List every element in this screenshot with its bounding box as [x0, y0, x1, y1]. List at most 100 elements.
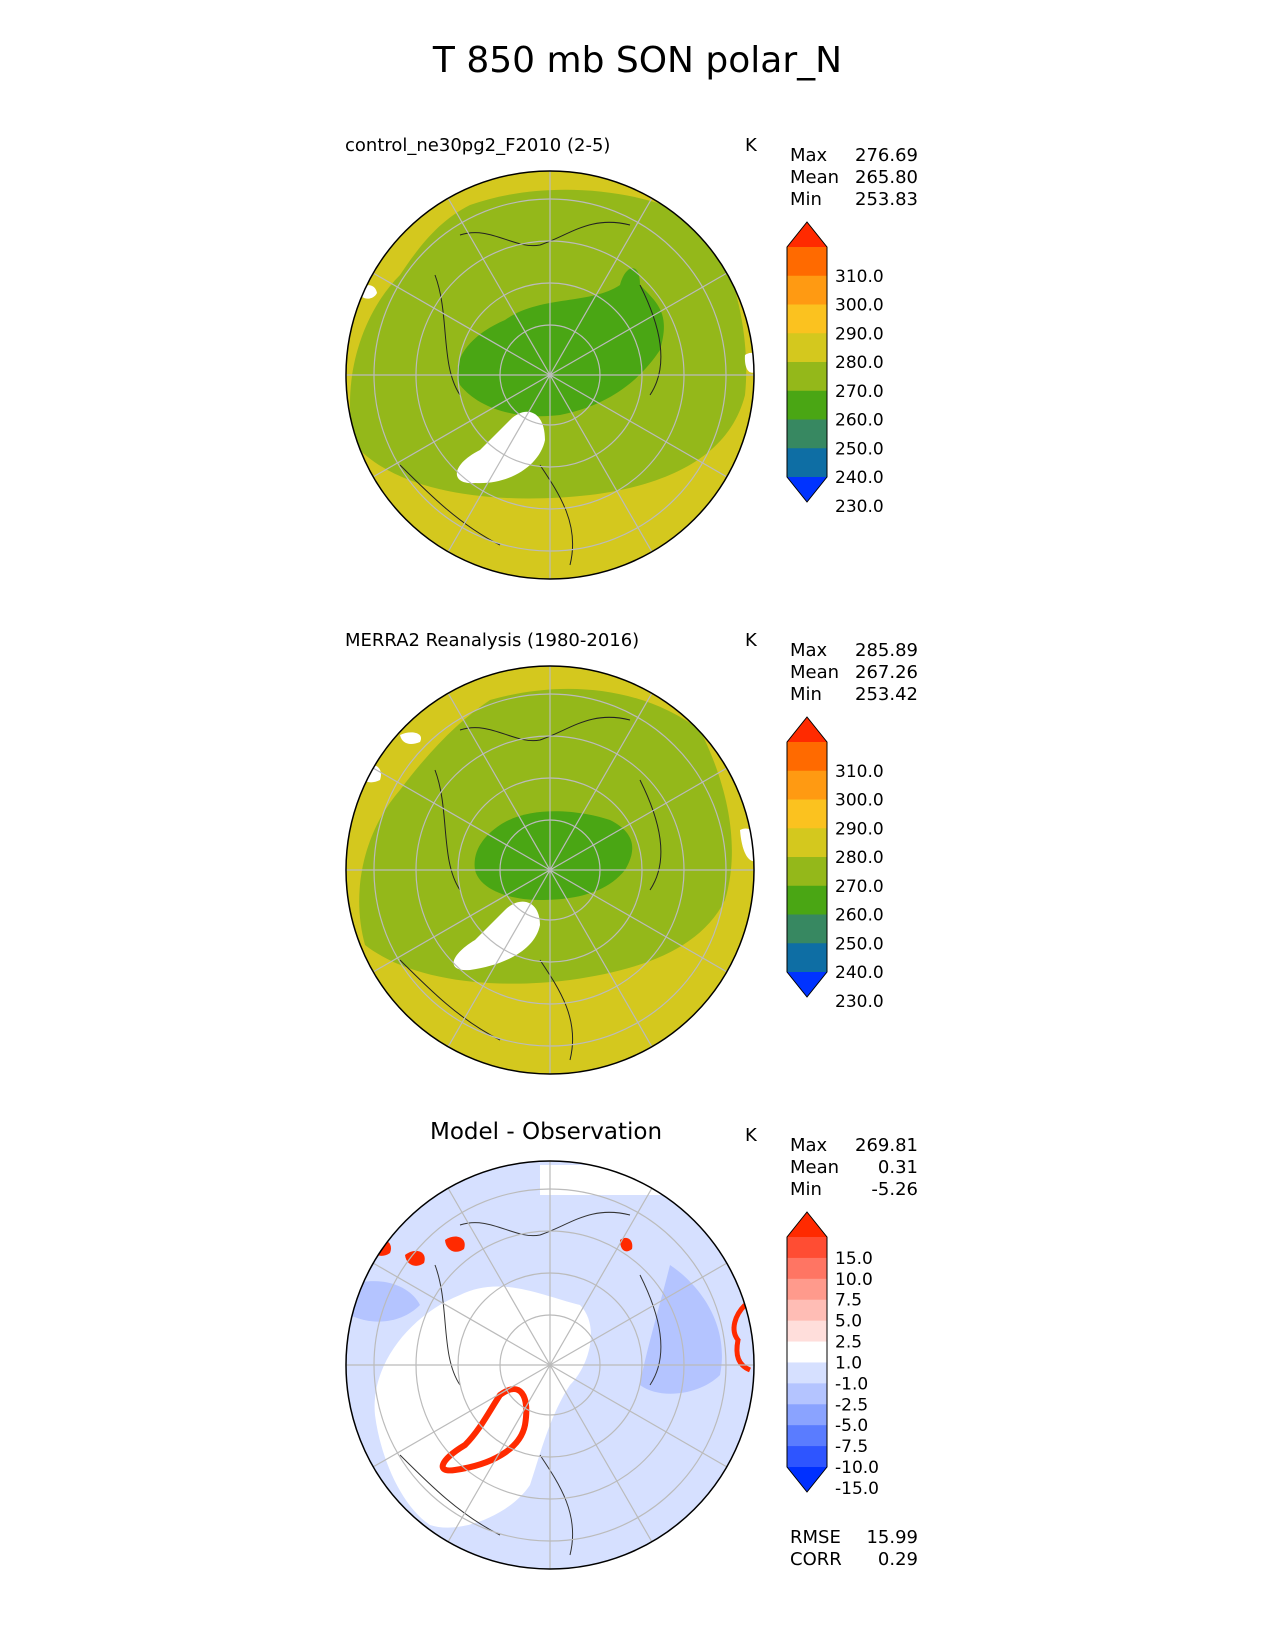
colorbar-tick-label: 260.0 — [835, 411, 884, 431]
metric-value: 15.99 — [866, 1527, 918, 1548]
units-label: K — [745, 1125, 757, 1146]
colorbar-segment — [787, 799, 827, 829]
map-boundary — [345, 170, 755, 580]
colorbar-segment — [787, 885, 827, 915]
colorbar-segment — [787, 1383, 827, 1405]
units-label: K — [745, 630, 757, 651]
bias-warm-patch — [620, 1237, 633, 1252]
map-field-core — [474, 811, 633, 900]
colorbar-segment — [787, 333, 827, 363]
colorbar-extend-max — [787, 717, 827, 742]
colorbar-segment — [787, 419, 827, 449]
bias-warm-patch — [731, 1303, 752, 1373]
colorbar-segment — [787, 914, 827, 944]
colorbar-segment — [787, 448, 827, 478]
colorbar-tick-label: 250.0 — [835, 439, 884, 459]
colorbar-tick-label: 310.0 — [835, 267, 884, 287]
graticule — [346, 171, 754, 579]
colorbar-tick-label: 5.0 — [835, 1312, 862, 1332]
coastline — [399, 716, 662, 1061]
panel-reference: MERRA2 Reanalysis (1980-2016) K Max 285.8… — [0, 630, 1275, 1100]
colorbar-segment — [787, 1446, 827, 1468]
units-label: K — [745, 135, 757, 156]
colorbar-tick-label: -5.0 — [835, 1416, 868, 1436]
colorbar-tick-label: -10.0 — [835, 1458, 879, 1478]
colorbar-tick-label: 300.0 — [835, 791, 884, 811]
mask-patch — [744, 352, 754, 373]
colorbar-tick-label: 290.0 — [835, 819, 884, 839]
map-field-cool — [350, 1281, 420, 1322]
map-boundary — [345, 665, 755, 1075]
colorbar-tick-label: 260.0 — [835, 906, 884, 926]
colorbar-tick-label: 280.0 — [835, 353, 884, 373]
bias-warm-patch — [445, 1236, 465, 1252]
stat-value: 285.89 — [855, 640, 918, 661]
colorbar-tick-label: -1.0 — [835, 1374, 868, 1394]
stat-label: Max — [790, 640, 828, 661]
colorbar-extend-min — [787, 972, 827, 997]
panel-test: control_ne30pg2_F2010 (2-5) K Max 276.69 … — [0, 135, 1275, 605]
greenland-mask — [453, 901, 540, 971]
colorbar-tick-label: -15.0 — [835, 1479, 879, 1499]
colorbar-segment — [787, 1299, 827, 1322]
metric-value: 0.29 — [877, 1549, 918, 1570]
panel-title: control_ne30pg2_F2010 (2-5) — [345, 135, 611, 156]
colorbar-tick-label: 290.0 — [835, 324, 884, 344]
polar-map — [345, 170, 755, 580]
metric-label: CORR — [790, 1549, 842, 1570]
colorbar-outline — [786, 716, 828, 998]
colorbar-extend-min — [787, 1467, 827, 1492]
stat-value: 253.42 — [855, 684, 918, 705]
mask-patch — [400, 732, 421, 744]
metrics-box: RMSE 15.99 CORR 0.29 — [790, 1527, 918, 1571]
panel-title: MERRA2 Reanalysis (1980-2016) — [345, 630, 640, 651]
colorbar-segment — [787, 362, 827, 392]
map-field-cool — [640, 1265, 722, 1394]
colorbar-segment — [787, 247, 827, 277]
colorbar-tick-label: 1.0 — [835, 1353, 862, 1373]
stats-box: Max 269.81 Mean 0.31 Min -5.26 — [790, 1135, 918, 1201]
colorbar-segment — [787, 742, 827, 772]
coastline — [399, 1211, 662, 1556]
colorbar-segment — [787, 770, 827, 800]
greenland-mask — [456, 411, 545, 484]
colorbar-segment — [787, 1341, 827, 1363]
figure-title: T 850 mb SON polar_N — [432, 40, 843, 81]
colorbar-tick-label: 280.0 — [835, 848, 884, 868]
stats-box: Max 285.89 Mean 267.26 Min 253.42 — [790, 640, 918, 706]
colorbar-tick-label: 250.0 — [835, 934, 884, 954]
stat-value: 269.81 — [855, 1135, 918, 1156]
graticule — [346, 666, 754, 1074]
bias-warm-patch — [405, 1250, 425, 1266]
colorbar-tick-label: -2.5 — [835, 1395, 868, 1415]
stat-label: Max — [790, 1135, 828, 1156]
stat-label: Min — [790, 189, 822, 210]
colorbar: 310.0 300.0 290.0 280.0 270.0 260.0 250.0 240.0… — [786, 716, 884, 1012]
stat-value: 253.83 — [855, 189, 918, 210]
colorbar-extend-min — [787, 477, 827, 502]
stat-label: Min — [790, 1179, 822, 1200]
colorbar-segment — [787, 943, 827, 973]
graticule — [346, 1161, 754, 1569]
colorbar-segment — [787, 1404, 827, 1426]
colorbar-tick-label: 240.0 — [835, 963, 884, 983]
colorbar-tick-label: 270.0 — [835, 382, 884, 402]
stat-label: Max — [790, 145, 828, 166]
stat-label: Mean — [790, 167, 840, 188]
stat-label: Mean — [790, 1157, 840, 1178]
colorbar-tick-label: 240.0 — [835, 468, 884, 488]
colorbar-extend-max — [787, 1212, 827, 1237]
colorbar-segment — [787, 304, 827, 334]
colorbar-outline — [786, 221, 828, 503]
colorbar-segment — [787, 1362, 827, 1384]
map-field-core — [457, 268, 664, 417]
colorbar-segment — [787, 1237, 827, 1259]
coastline — [399, 221, 662, 566]
stat-value: -5.26 — [871, 1179, 918, 1200]
colorbar: 15.010.07.55.02.51.0-1.0-2.5-5.0-7.5-10.… — [786, 1211, 879, 1499]
stat-value: 265.80 — [855, 167, 918, 188]
colorbar-tick-label: 270.0 — [835, 877, 884, 897]
colorbar-segment — [787, 828, 827, 858]
colorbar-segment — [787, 1257, 827, 1280]
colorbar-tick-label: 7.5 — [835, 1291, 862, 1311]
